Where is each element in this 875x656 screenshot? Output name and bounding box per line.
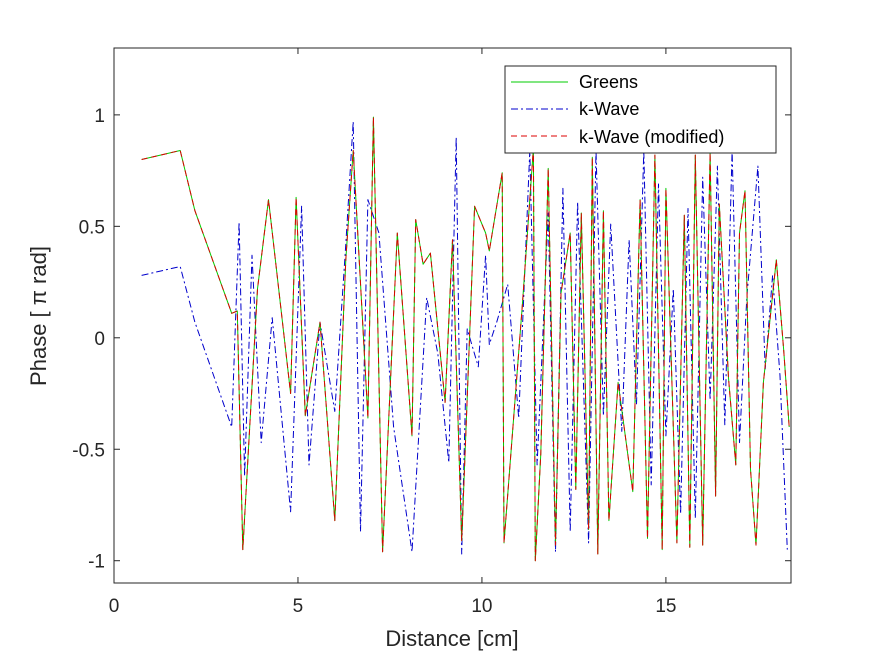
x-tick-label: 15 <box>655 596 676 617</box>
y-tick-label: -1 <box>88 552 105 573</box>
ticks-layer: 0 5 10 15 -1 -0.5 0 0.5 1 <box>72 48 791 617</box>
legend: Greens k-Wave k-Wave (modified) <box>504 65 777 154</box>
y-axis-label: Phase [ π rad] <box>26 246 51 386</box>
y-tick-label: 0 <box>94 329 105 350</box>
series-layer <box>141 116 790 562</box>
axes-box <box>113 47 792 584</box>
x-tick-label: 5 <box>293 596 304 617</box>
legend-box <box>504 65 777 154</box>
x-axis-label: Distance [cm] <box>385 626 518 651</box>
series-line-k-wave-modified <box>141 116 790 562</box>
x-tick-label: 0 <box>109 596 120 617</box>
legend-label-k-wave: k-Wave <box>579 99 639 119</box>
series-line-k-wave <box>141 121 788 555</box>
y-tick-label: -0.5 <box>72 440 105 461</box>
legend-label-k-wave-modified: k-Wave (modified) <box>579 127 724 147</box>
y-tick-label: 1 <box>94 106 105 127</box>
y-tick-label: 0.5 <box>79 217 105 238</box>
x-tick-label: 10 <box>471 596 492 617</box>
legend-label-greens: Greens <box>579 72 638 92</box>
